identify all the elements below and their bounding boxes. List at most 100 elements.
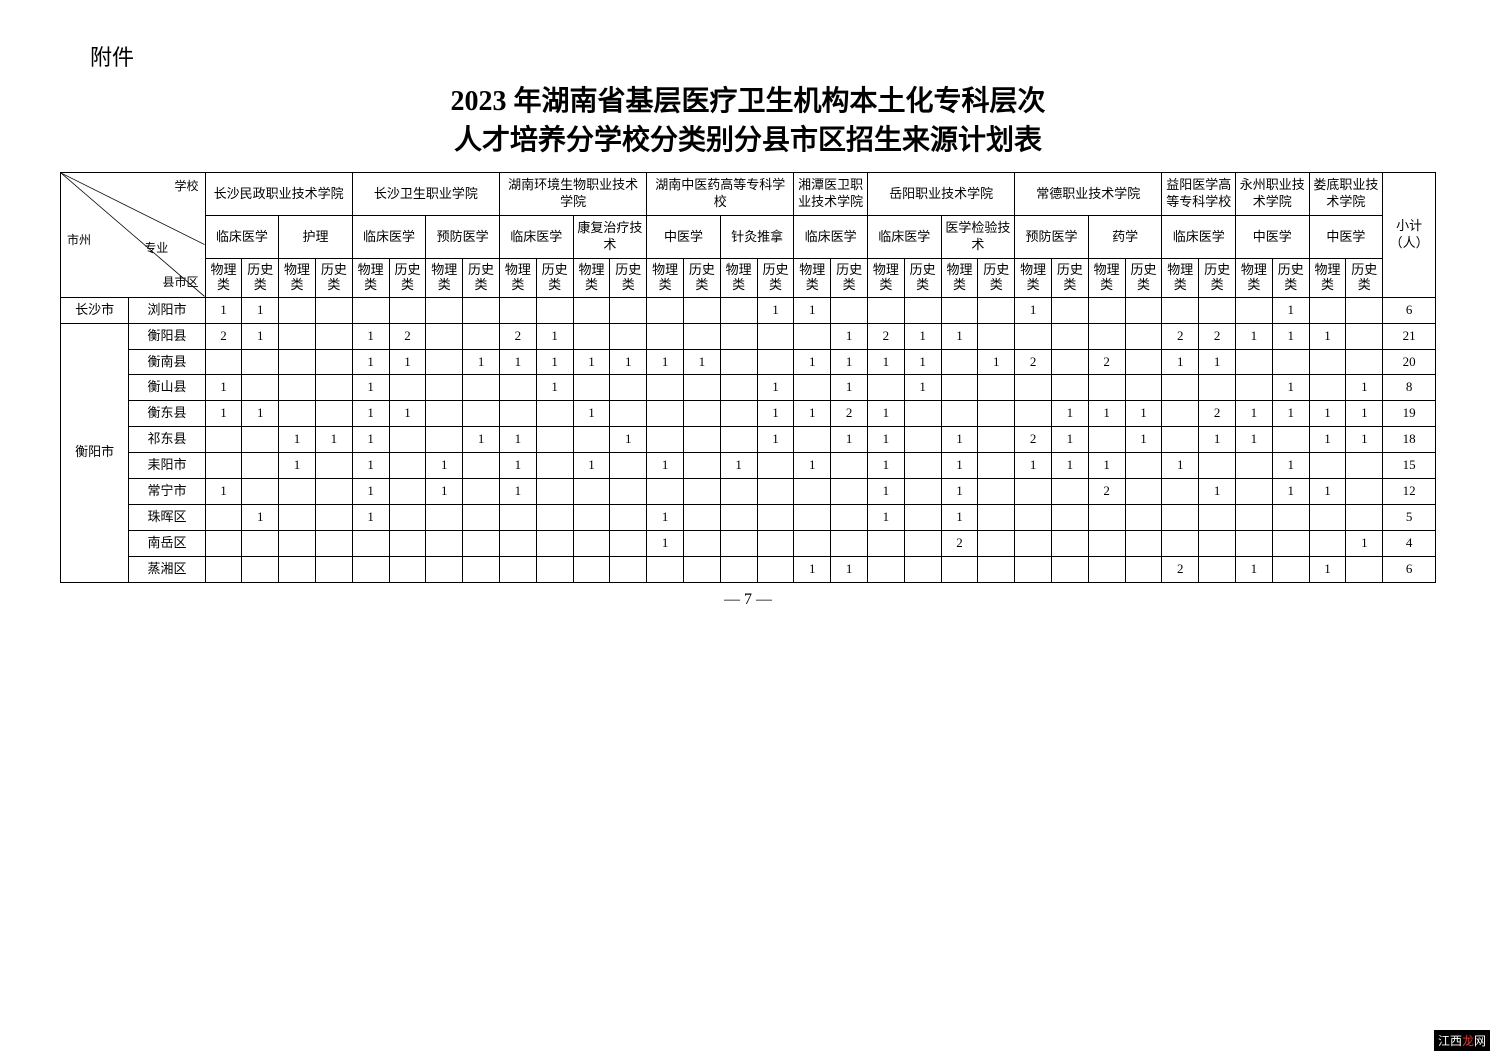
value-cell	[205, 504, 242, 530]
value-cell	[904, 479, 941, 505]
value-cell: 2	[1088, 349, 1125, 375]
value-cell	[279, 323, 316, 349]
value-cell: 1	[279, 427, 316, 453]
value-cell	[279, 504, 316, 530]
table-row: 祁东县1111111111211111118	[61, 427, 1436, 453]
value-cell	[1309, 349, 1346, 375]
value-cell: 1	[352, 504, 389, 530]
value-cell	[315, 556, 352, 582]
value-cell: 1	[1199, 479, 1236, 505]
value-cell	[1272, 504, 1309, 530]
major-header: 临床医学	[205, 216, 279, 259]
value-cell: 1	[831, 427, 868, 453]
value-cell: 1	[867, 479, 904, 505]
value-cell	[1125, 323, 1162, 349]
value-cell: 2	[389, 323, 426, 349]
value-cell	[1199, 297, 1236, 323]
value-cell	[536, 453, 573, 479]
track-header-physics: 物理类	[352, 258, 389, 297]
value-cell: 1	[1051, 427, 1088, 453]
value-cell	[867, 530, 904, 556]
value-cell	[610, 375, 647, 401]
value-cell: 1	[389, 349, 426, 375]
track-header-history: 历史类	[683, 258, 720, 297]
value-cell: 1	[1015, 297, 1052, 323]
value-cell	[867, 375, 904, 401]
value-cell	[315, 453, 352, 479]
value-cell: 2	[1162, 556, 1199, 582]
value-cell: 1	[978, 349, 1015, 375]
value-cell	[978, 427, 1015, 453]
value-cell: 1	[794, 556, 831, 582]
value-cell: 1	[941, 427, 978, 453]
diagonal-header-cell: 学校 市州 专业 县市区	[61, 173, 206, 297]
value-cell: 1	[279, 453, 316, 479]
value-cell	[683, 375, 720, 401]
value-cell: 2	[831, 401, 868, 427]
subtotal-cell: 4	[1383, 530, 1436, 556]
track-header-physics: 物理类	[1015, 258, 1052, 297]
value-cell: 1	[1051, 453, 1088, 479]
value-cell: 1	[904, 323, 941, 349]
value-cell	[536, 297, 573, 323]
value-cell	[315, 297, 352, 323]
value-cell: 1	[757, 375, 794, 401]
major-header: 临床医学	[867, 216, 941, 259]
value-cell	[720, 401, 757, 427]
page-number: — 7 —	[60, 591, 1436, 609]
table-row: 常宁市111111211112	[61, 479, 1436, 505]
value-cell	[757, 323, 794, 349]
value-cell: 1	[499, 453, 536, 479]
value-cell: 1	[904, 375, 941, 401]
school-header: 益阳医学高等专科学校	[1162, 173, 1236, 216]
value-cell	[279, 349, 316, 375]
value-cell: 1	[941, 453, 978, 479]
value-cell	[683, 297, 720, 323]
value-cell	[647, 556, 684, 582]
value-cell	[1346, 556, 1383, 582]
subtotal-cell: 21	[1383, 323, 1436, 349]
value-cell	[426, 556, 463, 582]
value-cell	[720, 556, 757, 582]
track-header-physics: 物理类	[279, 258, 316, 297]
value-cell	[426, 530, 463, 556]
value-cell: 1	[352, 349, 389, 375]
table-row: 衡阳市衡阳县21122112112211121	[61, 323, 1436, 349]
value-cell	[794, 479, 831, 505]
value-cell	[683, 401, 720, 427]
value-cell: 2	[205, 323, 242, 349]
major-header: 中医学	[1309, 216, 1383, 259]
value-cell	[1162, 297, 1199, 323]
subtotal-cell: 20	[1383, 349, 1436, 375]
value-cell	[205, 349, 242, 375]
value-cell	[1309, 530, 1346, 556]
value-cell	[463, 375, 500, 401]
value-cell	[831, 504, 868, 530]
value-cell: 1	[352, 427, 389, 453]
value-cell	[683, 453, 720, 479]
value-cell: 1	[610, 349, 647, 375]
value-cell	[610, 453, 647, 479]
track-header-physics: 物理类	[1162, 258, 1199, 297]
school-header: 湖南环境生物职业技术学院	[499, 173, 646, 216]
table-row: 衡东县1111111211112111119	[61, 401, 1436, 427]
table-row: 衡南县11111111111111221120	[61, 349, 1436, 375]
value-cell	[904, 297, 941, 323]
value-cell: 1	[426, 479, 463, 505]
track-header-physics: 物理类	[1309, 258, 1346, 297]
value-cell	[610, 401, 647, 427]
value-cell	[279, 556, 316, 582]
value-cell	[757, 504, 794, 530]
value-cell	[831, 530, 868, 556]
value-cell	[242, 375, 279, 401]
value-cell	[720, 349, 757, 375]
track-header-physics: 物理类	[499, 258, 536, 297]
value-cell: 1	[1236, 401, 1273, 427]
county-cell: 衡山县	[129, 375, 205, 401]
value-cell	[1051, 349, 1088, 375]
value-cell	[389, 530, 426, 556]
value-cell	[1199, 504, 1236, 530]
value-cell	[242, 530, 279, 556]
value-cell	[647, 479, 684, 505]
major-header: 中医学	[647, 216, 721, 259]
